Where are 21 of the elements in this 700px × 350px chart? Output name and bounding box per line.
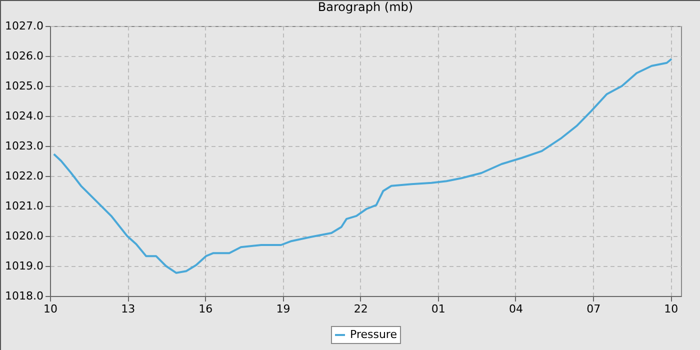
y-tick-label: 1026.0 xyxy=(5,50,44,62)
y-tick-label: 1025.0 xyxy=(5,80,44,92)
y-tick-label: 1023.0 xyxy=(5,140,44,152)
x-tick-label: 10 xyxy=(44,302,58,316)
x-tick-label: 19 xyxy=(276,302,290,316)
x-tick-label: 10 xyxy=(664,302,678,316)
x-tick-label: 01 xyxy=(431,302,446,316)
y-tick-label: 1022.0 xyxy=(5,170,44,182)
x-tick-label: 13 xyxy=(121,302,136,316)
y-tick-label: 1020.0 xyxy=(5,230,44,242)
x-tick-label: 16 xyxy=(198,302,213,316)
y-tick-label: 1019.0 xyxy=(5,260,44,272)
chart-title: Barograph (mb) xyxy=(318,0,414,14)
legend-label: Pressure xyxy=(350,328,398,341)
x-tick-label: 07 xyxy=(586,302,601,316)
y-tick-label: 1027.0 xyxy=(5,20,44,32)
x-tick-label: 22 xyxy=(354,302,368,316)
y-tick-label: 1024.0 xyxy=(5,110,44,122)
y-tick-label: 1021.0 xyxy=(5,200,44,212)
y-tick-label: 1018.0 xyxy=(5,290,44,302)
x-tick-label: 04 xyxy=(508,302,523,316)
